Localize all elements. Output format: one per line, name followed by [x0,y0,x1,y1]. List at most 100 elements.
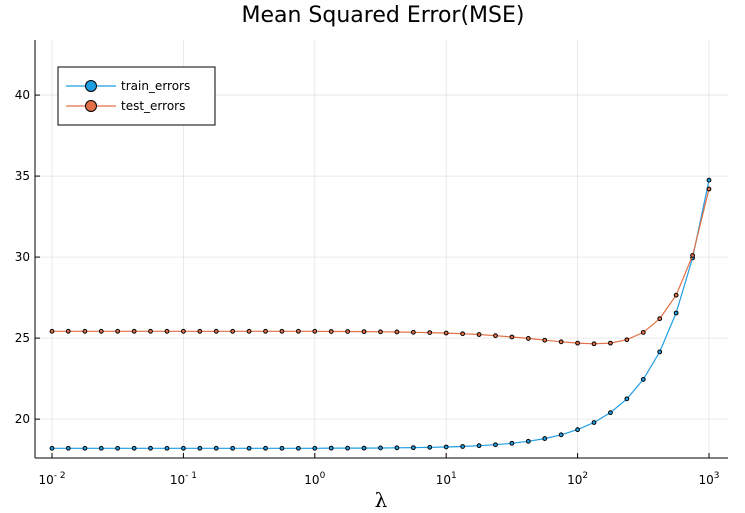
data-point-test_errors [443,330,449,336]
data-point-train_errors [378,445,383,451]
data-point-train_errors [706,177,712,183]
data-point-test_errors [230,328,236,334]
data-point-test_errors [197,328,203,334]
data-point-test_errors [328,329,334,334]
y-tick-label: 40 [15,88,30,102]
x-tick-label: 10- 2 [38,471,65,487]
data-point-test_errors [690,253,695,258]
data-point-test_errors [345,329,351,334]
data-point-train_errors [608,410,613,416]
data-point-train_errors [657,349,663,355]
data-point-test_errors [131,328,137,334]
data-point-test_errors [98,328,104,334]
data-point-test_errors [542,337,548,343]
data-point-train_errors [673,310,679,316]
data-point-train_errors [279,445,285,451]
data-point-test_errors [378,329,383,335]
data-point-train_errors [427,444,433,450]
data-point-train_errors [312,445,318,451]
legend-box [57,66,216,126]
data-point-train_errors [115,445,121,451]
data-point-train_errors [197,445,203,451]
data-point-test_errors [312,328,318,334]
data-point-train_errors [328,445,334,451]
data-point-train_errors [476,443,482,449]
data-point-train_errors [443,444,449,450]
series-line-train_errors [52,179,710,449]
data-point-train_errors [213,445,219,451]
data-point-train_errors [640,377,646,382]
chart-title: Mean Squared Error(MSE) [242,3,525,28]
data-point-train_errors [230,445,236,451]
data-point-train_errors [65,445,71,451]
data-point-test_errors [164,328,170,334]
data-point-train_errors [509,440,515,446]
y-tick-label: 25 [15,331,30,345]
data-point-test_errors [460,331,466,337]
data-point-test_errors [115,328,121,334]
data-point-test_errors [608,340,613,346]
data-point-test_errors [657,316,663,322]
data-point-test_errors [575,340,580,346]
legend-label-test_errors: test_errors [121,99,185,113]
data-point-test_errors [361,329,367,335]
data-point-test_errors [640,330,646,335]
data-point-test_errors [246,328,252,334]
series-line-test_errors [52,188,710,345]
data-point-test_errors [263,328,268,334]
data-point-train_errors [591,420,597,425]
data-point-train_errors [181,445,186,451]
data-point-train_errors [148,445,153,451]
data-point-train_errors [131,445,137,451]
data-point-test_errors [493,333,498,339]
data-point-test_errors [49,328,55,334]
data-point-train_errors [460,444,466,449]
data-point-test_errors [624,337,630,343]
data-point-train_errors [246,445,252,451]
x-axis-label: λ [375,488,388,512]
legend-marker-train_errors [85,80,97,92]
data-point-train_errors [82,445,88,451]
data-point-train_errors [345,445,351,451]
data-point-test_errors [706,186,712,192]
y-tick-label: 20 [15,412,30,426]
data-point-train_errors [98,445,104,451]
x-tick-label: 10- 1 [170,471,197,487]
data-point-train_errors [394,445,400,451]
y-tick-label: 35 [15,169,30,183]
data-point-test_errors [65,328,71,334]
data-point-test_errors [394,329,400,335]
x-tick-label: 101 [436,471,457,487]
data-point-test_errors [213,328,219,334]
data-point-test_errors [295,328,301,334]
data-point-train_errors [493,442,498,448]
x-tick-label: 103 [698,471,719,487]
data-point-train_errors [525,438,531,444]
data-point-test_errors [82,328,88,334]
data-point-train_errors [575,427,580,433]
data-point-train_errors [263,445,268,451]
data-point-test_errors [591,341,597,347]
data-point-train_errors [295,445,301,451]
data-point-test_errors [525,336,531,341]
data-point-train_errors [361,445,367,451]
data-point-test_errors [181,328,186,334]
legend-label-train_errors: train_errors [121,79,190,93]
data-point-test_errors [148,328,153,334]
legend-marker-test_errors [85,100,97,112]
data-point-train_errors [558,432,564,438]
data-point-test_errors [410,329,416,335]
data-point-train_errors [542,436,548,441]
data-point-test_errors [673,292,679,298]
x-tick-label: 102 [567,471,588,487]
data-point-test_errors [427,330,433,336]
data-point-train_errors [164,445,170,451]
legend: train_errors test_errors [57,66,216,126]
data-point-test_errors [476,332,482,337]
data-point-test_errors [509,334,515,340]
data-point-test_errors [558,339,564,345]
x-tick-label: 100 [304,471,325,487]
data-point-train_errors [410,445,416,451]
y-tick-label: 30 [15,250,30,264]
